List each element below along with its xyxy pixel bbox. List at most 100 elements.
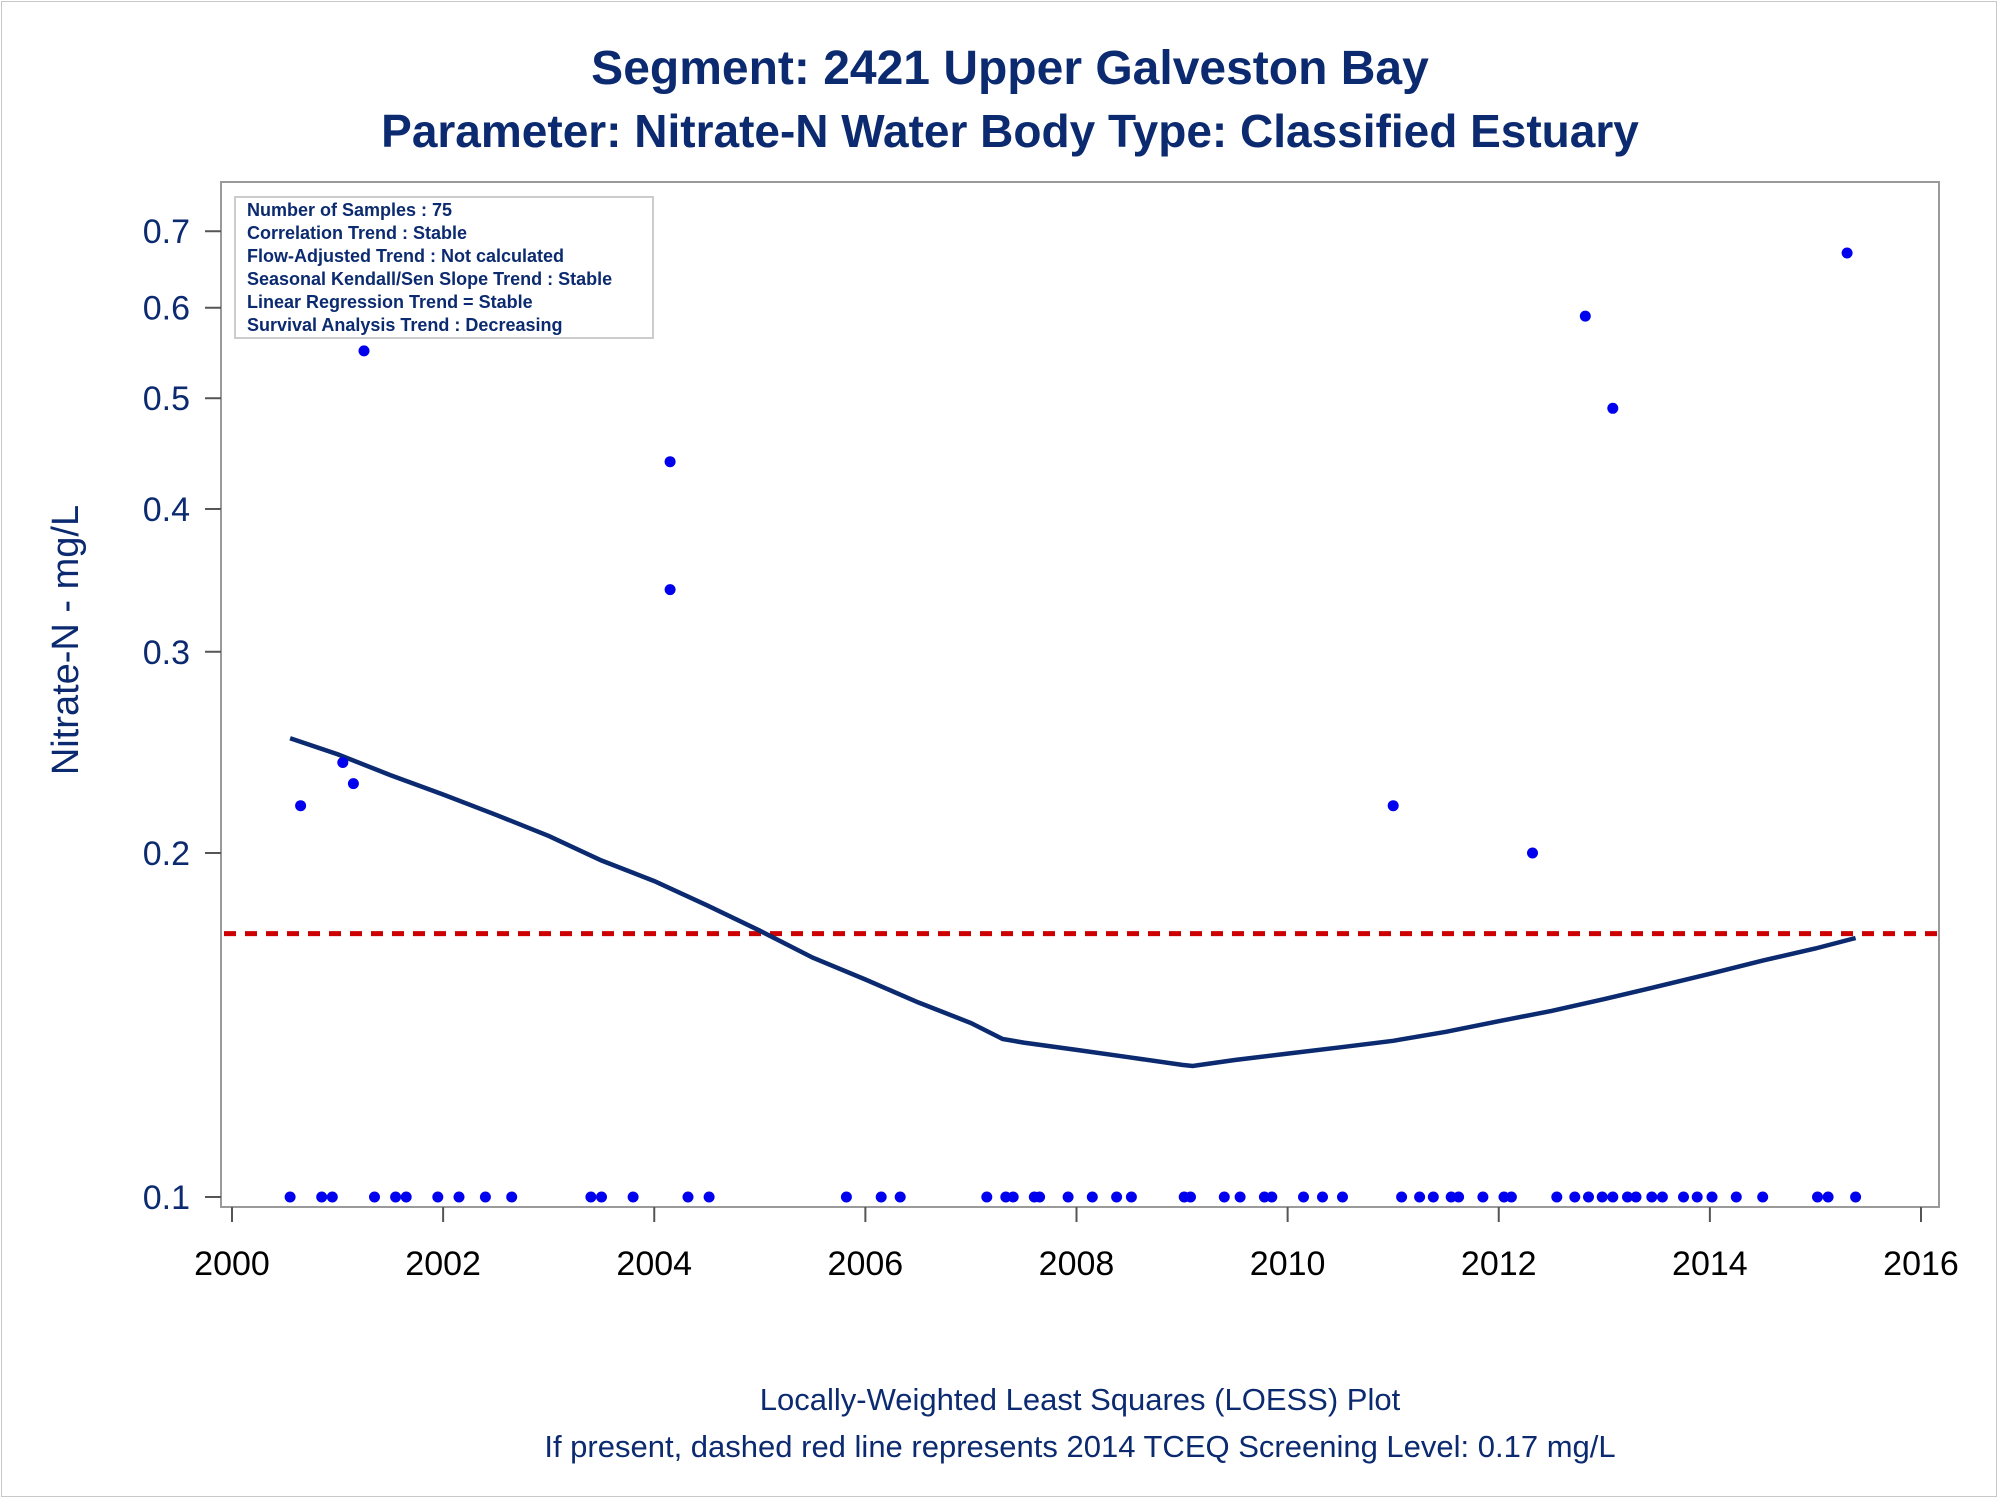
- data-point: [1387, 800, 1399, 812]
- data-point: [1337, 1191, 1348, 1203]
- x-tick-label: 2004: [616, 1245, 692, 1283]
- footnote-screening: If present, dashed red line represents 2…: [544, 1429, 1615, 1464]
- data-point: [479, 1191, 491, 1203]
- data-point: [682, 1191, 694, 1203]
- y-tick-label: 0.6: [143, 290, 190, 328]
- stats-line: Number of Samples : 75: [247, 200, 452, 220]
- data-point: [875, 1191, 887, 1203]
- data-point: [1034, 1191, 1046, 1203]
- data-point: [1317, 1191, 1328, 1203]
- data-point: [506, 1191, 518, 1203]
- y-axis-label: Nitrate-N - mg/L: [45, 505, 87, 775]
- x-tick-label: 2008: [1039, 1245, 1115, 1283]
- data-point: [1569, 1191, 1581, 1203]
- data-point: [703, 1191, 715, 1203]
- data-point: [1583, 1191, 1594, 1203]
- y-tick-label: 0.5: [143, 380, 190, 418]
- y-tick-label: 0.1: [143, 1179, 190, 1217]
- data-point: [1607, 402, 1619, 414]
- x-tick-label: 2014: [1672, 1245, 1748, 1283]
- data-point: [1007, 1191, 1019, 1203]
- x-tick-label: 2012: [1461, 1245, 1537, 1283]
- data-point: [1622, 1191, 1633, 1203]
- x-axis: 2000 2002 2004 2006 2008 2010 2012 2014 2016: [194, 1207, 1959, 1283]
- data-point: [1630, 1191, 1642, 1203]
- data-point: [453, 1191, 465, 1203]
- data-point: [664, 584, 676, 596]
- data-point: [981, 1191, 993, 1203]
- x-tick-label: 2006: [828, 1245, 904, 1283]
- y-tick-label: 0.2: [143, 835, 190, 873]
- sample-points: [284, 198, 1862, 1203]
- data-point: [432, 1191, 444, 1203]
- data-point: [1527, 847, 1538, 859]
- data-point: [1185, 1191, 1196, 1203]
- data-point: [1427, 1191, 1439, 1203]
- data-point: [369, 1191, 380, 1203]
- data-point: [326, 1191, 338, 1203]
- data-point: [1234, 1191, 1246, 1203]
- data-point: [1841, 247, 1853, 259]
- data-point: [1706, 1191, 1718, 1203]
- data-point: [295, 800, 307, 812]
- data-point: [1850, 1191, 1862, 1203]
- data-point: [664, 456, 676, 468]
- data-point: [1062, 1191, 1074, 1203]
- stats-box-border: [234, 196, 654, 339]
- x-tick-label: 2010: [1250, 1245, 1326, 1283]
- loess-curve: [289, 736, 1857, 1069]
- data-point: [1678, 1191, 1689, 1203]
- data-point: [1125, 1191, 1137, 1203]
- data-point: [358, 345, 370, 357]
- x-tick-label: 2002: [405, 1245, 481, 1283]
- data-point: [627, 1191, 639, 1203]
- data-point: [284, 1191, 296, 1203]
- plot-area: [220, 181, 1940, 1208]
- data-point: [596, 1191, 607, 1203]
- data-point: [1414, 1191, 1426, 1203]
- data-point: [1477, 1191, 1489, 1203]
- stats-box: Number of Samples : 75 Correlation Trend …: [234, 196, 654, 339]
- data-point: [1551, 1191, 1563, 1203]
- data-point: [316, 1191, 328, 1203]
- data-point: [390, 1191, 402, 1203]
- data-point: [1691, 1191, 1703, 1203]
- stats-line: Flow-Adjusted Trend : Not calculated: [247, 246, 564, 266]
- data-point: [1656, 1191, 1668, 1203]
- data-point: [585, 1191, 597, 1203]
- data-point: [347, 778, 359, 790]
- data-point: [337, 757, 349, 768]
- data-point: [1607, 1191, 1619, 1203]
- footnote-loess: Locally-Weighted Least Squares (LOESS) P…: [760, 1382, 1401, 1417]
- chart-subtitle: Parameter: Nitrate-N Water Body Type: Cl…: [381, 105, 1639, 157]
- data-point: [1396, 1191, 1408, 1203]
- y-axis: 0.1 0.2 0.3 0.4 0.5 0.6 0.7: [143, 213, 221, 1217]
- x-tick-label: 2000: [194, 1245, 270, 1283]
- data-point: [1596, 1191, 1608, 1203]
- data-point: [1579, 310, 1591, 322]
- data-point: [1298, 1191, 1309, 1203]
- data-point: [1218, 1191, 1230, 1203]
- data-point: [1730, 1191, 1742, 1203]
- data-point: [1111, 1191, 1123, 1203]
- stats-line: Correlation Trend : Stable: [247, 223, 467, 243]
- y-tick-label: 0.3: [143, 634, 190, 672]
- chart-title: Segment: 2421 Upper Galveston Bay: [591, 42, 1429, 95]
- data-point: [1757, 1191, 1769, 1203]
- data-point: [1822, 1191, 1834, 1203]
- data-point: [1086, 1191, 1098, 1203]
- data-point: [1453, 1191, 1465, 1203]
- data-point: [1266, 1191, 1278, 1203]
- y-tick-label: 0.4: [143, 491, 190, 529]
- data-point: [840, 1191, 852, 1203]
- data-point: [1812, 1191, 1823, 1203]
- data-point: [1505, 1191, 1517, 1203]
- y-tick-label: 0.7: [143, 213, 190, 251]
- stats-line: Linear Regression Trend = Stable: [247, 292, 533, 312]
- data-point: [1646, 1191, 1658, 1203]
- stats-line: Seasonal Kendall/Sen Slope Trend : Stabl…: [247, 269, 612, 289]
- data-point: [400, 1191, 412, 1203]
- stats-line: Survival Analysis Trend : Decreasing: [247, 315, 562, 335]
